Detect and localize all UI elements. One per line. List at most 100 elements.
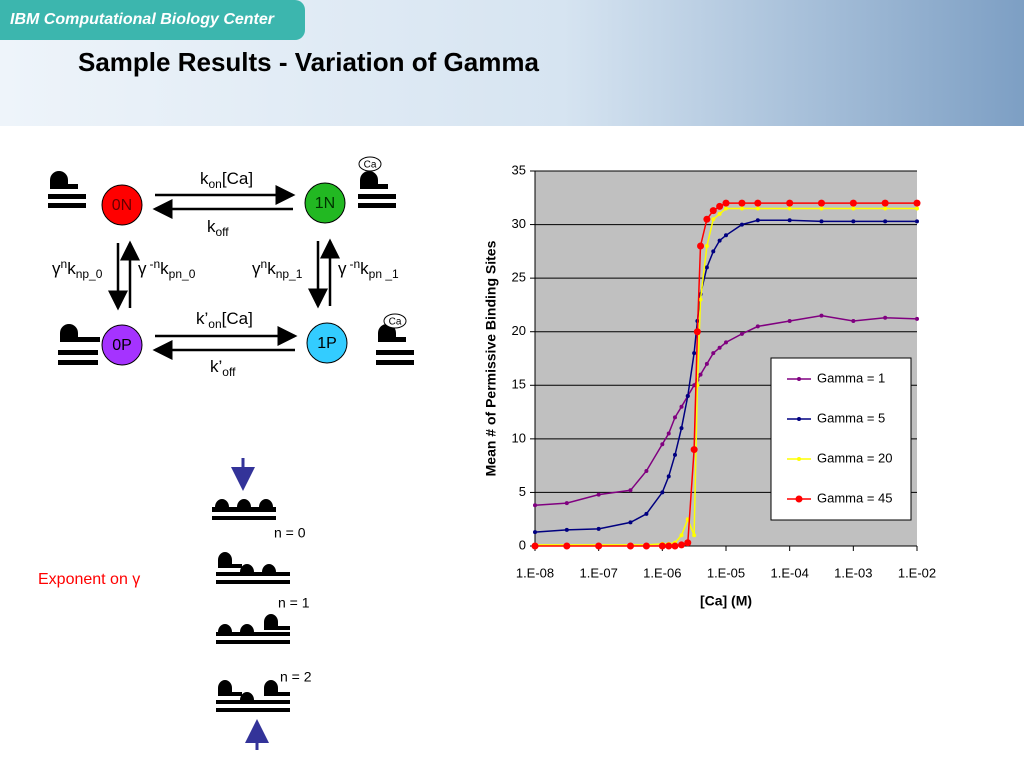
data-point <box>660 490 665 495</box>
x-tick-label: 1.E-08 <box>516 565 554 580</box>
data-point <box>739 222 744 227</box>
data-point <box>679 533 684 538</box>
data-point <box>915 316 919 321</box>
site-icons <box>48 171 414 365</box>
rate-label: k’off <box>210 357 236 379</box>
data-point <box>711 249 716 254</box>
y-tick-label: 20 <box>512 323 526 338</box>
data-point <box>596 526 601 531</box>
data-point <box>642 542 650 550</box>
data-point <box>739 206 744 211</box>
data-point <box>533 503 537 508</box>
data-point <box>704 265 709 270</box>
data-point <box>787 319 792 323</box>
data-point <box>672 415 677 420</box>
arrows <box>108 185 340 360</box>
x-tick-label: 1.E-07 <box>580 565 618 580</box>
data-point <box>533 530 537 535</box>
rate-label: kon[Ca] <box>200 169 253 191</box>
data-point <box>849 199 857 207</box>
y-tick-label: 15 <box>512 377 526 392</box>
data-point <box>851 219 856 224</box>
data-point <box>628 488 633 493</box>
data-point <box>819 206 824 211</box>
x-tick-label: 1.E-03 <box>834 565 872 580</box>
y-tick-label: 0 <box>519 537 526 552</box>
legend-marker <box>797 417 801 421</box>
data-point <box>724 340 728 345</box>
n-label: n = 2 <box>280 669 312 685</box>
data-point <box>690 446 698 454</box>
state-label: 1N <box>315 195 335 212</box>
rate-label: γnknp_1 <box>252 257 303 281</box>
data-point <box>709 207 717 215</box>
data-point <box>628 520 633 525</box>
data-point <box>685 394 690 398</box>
data-point <box>595 542 603 550</box>
legend-box <box>770 357 912 521</box>
state-node <box>306 322 348 364</box>
data-point <box>881 199 889 207</box>
data-point <box>671 542 679 550</box>
legend-marker <box>797 377 801 381</box>
data-point <box>665 542 673 550</box>
data-point <box>915 206 919 211</box>
data-point <box>819 219 824 224</box>
data-point <box>596 492 601 497</box>
slide-title: Sample Results - Variation of Gamma <box>78 47 539 77</box>
ca-ion <box>383 313 407 329</box>
state-label: 1P <box>317 335 337 352</box>
data-point <box>851 206 856 211</box>
data-point <box>644 511 649 516</box>
data-point <box>883 315 888 320</box>
data-point <box>717 238 722 243</box>
ca-ion <box>358 156 382 172</box>
state-node <box>101 184 143 226</box>
data-point <box>644 469 649 473</box>
data-point <box>564 501 569 506</box>
data-point <box>739 331 744 336</box>
x-tick-label: 1.E-04 <box>771 565 809 580</box>
data-point <box>819 313 824 318</box>
data-point <box>787 218 792 223</box>
data-point <box>754 199 762 207</box>
rate-label: γ -nkpn_0 <box>138 257 196 281</box>
data-point <box>913 199 921 207</box>
data-point <box>704 244 709 248</box>
data-point <box>722 199 730 207</box>
legend-label: Gamma = 1 <box>817 370 885 385</box>
data-point <box>677 541 685 549</box>
data-point <box>692 351 697 356</box>
state-label: 0N <box>112 197 132 214</box>
data-point <box>679 426 684 431</box>
x-tick-label: 1.E-06 <box>643 565 681 580</box>
y-tick-label: 5 <box>519 484 526 499</box>
legend: Gamma = 1 Gamma = 5 Gamma = 20 Gamma = 45 <box>770 357 912 521</box>
state-node <box>101 324 143 366</box>
data-point <box>786 199 794 207</box>
series-line <box>534 314 918 507</box>
y-tick-label: 25 <box>512 270 526 285</box>
rate-label: k’on[Ca] <box>196 309 253 331</box>
data-point <box>755 218 760 223</box>
y-axis-label: Mean # of Permissive Binding Sites <box>483 240 499 476</box>
data-point <box>711 351 716 356</box>
data-point <box>660 442 665 447</box>
y-tick-label: 30 <box>512 216 526 231</box>
data-point <box>626 542 634 550</box>
rate-label: koff <box>207 217 229 239</box>
data-point <box>563 542 571 550</box>
data-point <box>693 328 701 336</box>
data-point <box>666 474 671 479</box>
data-point <box>738 199 746 207</box>
data-point <box>755 206 760 211</box>
data-point <box>698 372 703 377</box>
data-point <box>698 297 703 302</box>
data-point <box>724 233 728 238</box>
data-point <box>717 345 722 350</box>
chart: 0 5 10 15 20 25 30 35 1.E-08 1.E-07 1.E-06 1.E-05 1.… <box>483 162 936 608</box>
data-point <box>658 542 666 550</box>
data-point <box>787 206 792 211</box>
data-point <box>692 533 697 538</box>
